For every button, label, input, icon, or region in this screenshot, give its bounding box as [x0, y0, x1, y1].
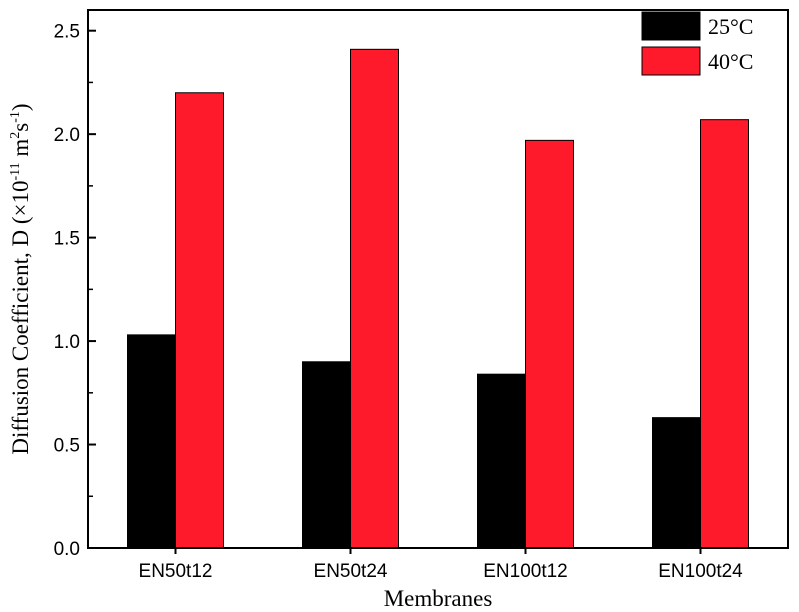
x-axis: EN50t12 EN50t24 EN100t12 EN100t24	[139, 548, 743, 582]
bar-EN50t12-25c	[127, 334, 176, 549]
y-axis-title-prefix: Diffusion Coefficient, D (×10	[8, 181, 33, 455]
y-axis-title-exp2: 2	[8, 132, 23, 139]
y-tick-label: 1.5	[54, 229, 80, 250]
bar-EN50t24-25c	[302, 361, 351, 549]
y-tick-label: 1.0	[54, 332, 80, 353]
y-tick-label: 0.5	[54, 436, 80, 457]
x-tick-label: EN50t12	[139, 561, 213, 582]
y-axis-title-suffix: )	[8, 103, 33, 111]
y-tick-label: 0.0	[54, 539, 80, 560]
y-axis-title-exp3: -1	[8, 111, 23, 123]
x-tick-label: EN100t12	[483, 561, 568, 582]
bar-EN100t24-40c	[700, 119, 749, 549]
y-axis-title-exp1: -11	[8, 162, 23, 180]
bar-EN100t12-25c	[477, 373, 526, 549]
bar-EN100t24-25c	[652, 417, 701, 549]
y-axis-title-unit-s: s	[8, 123, 33, 132]
bar-EN50t24-40c	[350, 48, 399, 549]
y-tick-label: 2.0	[54, 125, 80, 146]
legend-label: 25°C	[708, 14, 753, 39]
y-axis: 0.0 0.5 1.0 1.5 2.0 2.5	[54, 22, 96, 560]
x-axis-title: Membranes	[384, 586, 493, 611]
y-tick-label: 2.5	[54, 22, 80, 43]
bar-EN50t12-40c	[175, 92, 224, 549]
legend: 25°C 40°C	[641, 11, 753, 76]
x-tick-label: EN50t24	[314, 561, 388, 582]
x-tick-label: EN100t24	[658, 561, 743, 582]
bars-group	[127, 48, 749, 549]
y-axis-title: Diffusion Coefficient, D (×10-11 m2s-1)	[8, 103, 33, 454]
y-axis-title-unit-m: m	[8, 139, 33, 163]
legend-swatch	[641, 46, 701, 76]
plot-frame	[87, 9, 789, 549]
bar-EN100t12-40c	[525, 139, 574, 549]
legend-swatch	[641, 11, 701, 41]
legend-label: 40°C	[708, 49, 753, 74]
